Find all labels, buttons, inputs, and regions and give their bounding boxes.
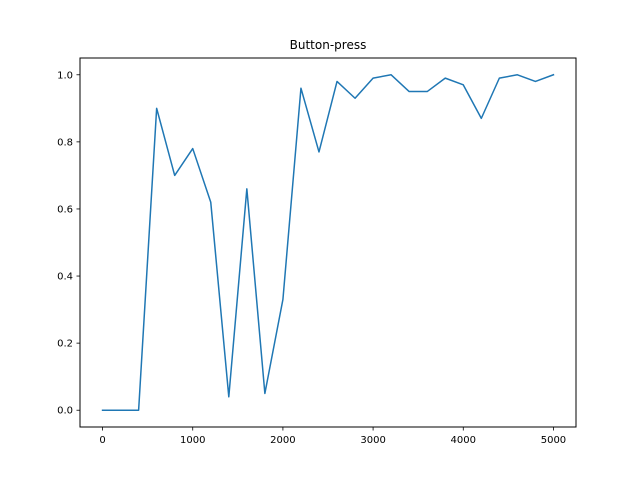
y-tick-label: 0.2 [57, 339, 73, 350]
x-axis: 0 1000 2000 3000 4000 5000 [99, 427, 566, 446]
series-line [101, 73, 555, 411]
x-tick-label: 3000 [360, 435, 385, 446]
y-tick-label: 0.8 [57, 137, 73, 148]
series-layer [101, 73, 555, 411]
y-tick-label: 0.6 [57, 204, 73, 215]
x-tick-label: 1000 [180, 435, 205, 446]
plot-area [79, 57, 577, 428]
y-tick-label: 1.0 [57, 70, 73, 81]
x-tick-label: 2000 [270, 435, 295, 446]
y-tick-label: 0.4 [57, 272, 73, 283]
y-tick-label: 0.0 [57, 406, 73, 417]
y-axis: 0.0 0.2 0.4 0.6 0.8 1.0 [57, 70, 80, 417]
x-tick-label: 4000 [451, 435, 476, 446]
x-tick-label: 5000 [541, 435, 566, 446]
x-tick-label: 0 [99, 435, 105, 446]
chart-title: Button-press [290, 38, 367, 52]
